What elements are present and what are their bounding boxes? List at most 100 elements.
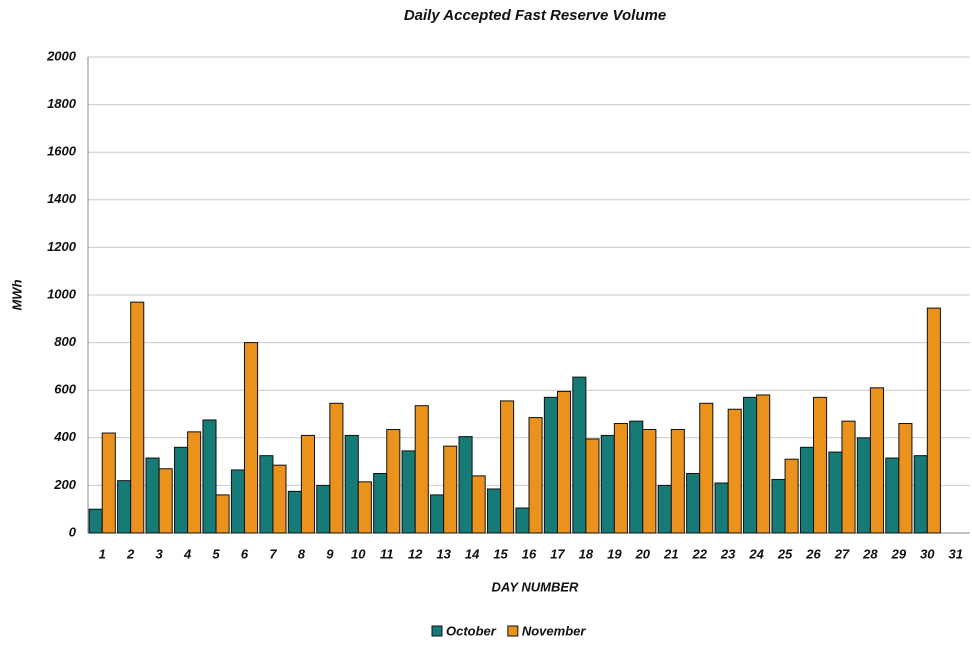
- x-tick-label: 30: [920, 546, 935, 561]
- bar: [471, 475, 486, 534]
- bar: [500, 400, 515, 534]
- y-tick-label: 800: [54, 334, 76, 349]
- x-tick-label: 17: [550, 546, 565, 561]
- legend-label: November: [522, 623, 587, 638]
- bar: [173, 446, 189, 534]
- bar: [88, 508, 103, 534]
- x-tick-label: 21: [663, 546, 678, 561]
- bar: [771, 478, 786, 534]
- bar: [158, 468, 173, 534]
- bar: [443, 445, 458, 534]
- bar: [528, 417, 543, 534]
- bar: [926, 307, 941, 534]
- bar: [784, 458, 799, 534]
- x-tick-label: 9: [326, 546, 334, 561]
- x-axis-label: DAY NUMBER: [492, 579, 580, 594]
- x-tick-label: 3: [156, 546, 164, 561]
- x-tick-label: 31: [949, 546, 963, 561]
- x-tick-label: 13: [436, 546, 451, 561]
- bar: [727, 408, 742, 534]
- y-tick-label: 1800: [47, 96, 77, 111]
- chart-title: Daily Accepted Fast Reserve Volume: [404, 7, 666, 24]
- bar: [543, 396, 558, 534]
- bar: [187, 431, 202, 534]
- bar: [869, 387, 885, 534]
- x-tick-label: 22: [691, 546, 707, 561]
- bar: [215, 494, 230, 534]
- bar: [145, 457, 160, 534]
- bar: [344, 434, 359, 534]
- bar: [885, 457, 900, 534]
- bar: [272, 464, 287, 534]
- bar: [401, 450, 416, 534]
- bar: [117, 480, 132, 534]
- y-tick-label: 2000: [46, 48, 77, 63]
- y-tick-label: 0: [69, 524, 77, 539]
- x-tick-label: 28: [862, 546, 878, 561]
- x-tick-label: 5: [212, 546, 220, 561]
- bar: [841, 420, 856, 534]
- bar: [585, 438, 600, 534]
- legend-swatch: [431, 625, 443, 637]
- bar: [657, 484, 672, 534]
- bar: [243, 342, 259, 534]
- x-tick-label: 14: [465, 546, 480, 561]
- bar: [230, 469, 245, 534]
- bar: [813, 396, 828, 534]
- y-tick-label: 600: [54, 382, 76, 397]
- x-tick-label: 26: [805, 546, 821, 561]
- x-tick-label: 19: [607, 546, 622, 561]
- bar: [686, 473, 701, 534]
- bar: [259, 455, 274, 534]
- bar: [828, 451, 843, 534]
- legend-swatch: [507, 625, 519, 637]
- bar: [515, 507, 530, 534]
- bar: [556, 390, 572, 534]
- x-tick-label: 2: [126, 546, 135, 561]
- bar: [414, 405, 429, 534]
- x-tick-label: 10: [351, 546, 366, 561]
- bar: [856, 437, 871, 534]
- bar: [130, 301, 145, 534]
- bar: [743, 396, 758, 534]
- x-tick-label: 12: [408, 546, 423, 561]
- bar: [386, 428, 401, 534]
- bar: [670, 428, 685, 534]
- x-tick-label: 16: [522, 546, 537, 561]
- x-tick-label: 18: [579, 546, 594, 561]
- bar: [202, 419, 217, 534]
- y-tick-label: 1200: [47, 239, 77, 254]
- y-tick-label: 200: [53, 477, 76, 492]
- x-tick-label: 8: [298, 546, 306, 561]
- x-tick-label: 29: [891, 546, 907, 561]
- x-tick-label: 15: [493, 546, 508, 561]
- bar: [913, 455, 928, 534]
- y-tick-label: 1600: [47, 144, 77, 159]
- bar: [600, 434, 615, 534]
- x-tick-label: 20: [635, 546, 651, 561]
- x-tick-label: 6: [241, 546, 249, 561]
- bar: [357, 481, 372, 534]
- bar: [329, 402, 344, 534]
- x-tick-label: 11: [380, 546, 394, 561]
- y-tick-label: 400: [53, 429, 76, 444]
- legend-label: October: [446, 623, 497, 638]
- bar: [101, 432, 116, 534]
- bar: [572, 376, 587, 534]
- bar: [714, 482, 729, 534]
- bar: [373, 473, 388, 534]
- x-tick-label: 24: [748, 546, 764, 561]
- y-tick-label: 1400: [47, 191, 77, 206]
- bar: [699, 402, 714, 534]
- bar: [486, 488, 502, 534]
- bar: [642, 428, 657, 534]
- bar: [430, 494, 445, 534]
- bar: [458, 436, 473, 534]
- x-tick-label: 25: [777, 546, 793, 561]
- x-tick-label: 23: [720, 546, 736, 561]
- bar: [799, 446, 815, 534]
- y-axis-label: MWh: [9, 279, 24, 310]
- bar: [613, 423, 628, 534]
- bar: [300, 434, 315, 534]
